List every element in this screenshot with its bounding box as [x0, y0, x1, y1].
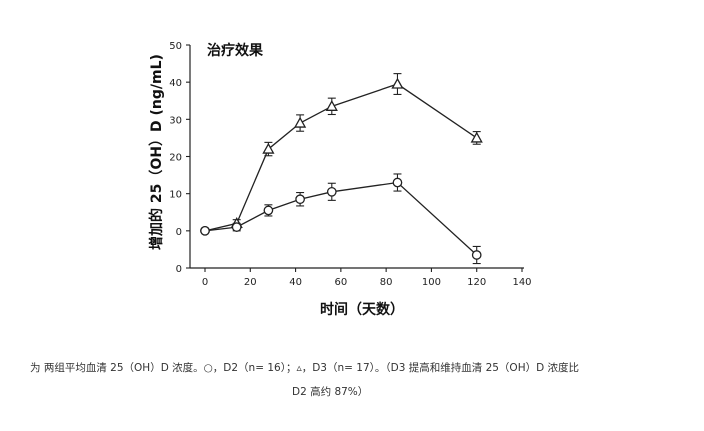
data-point-triangle [325, 99, 338, 111]
y-axis-label: 增加的 25（OH）D (ng/mL) [148, 54, 165, 250]
data-point-triangle [470, 131, 483, 143]
y-tick-label: 40 [169, 78, 182, 89]
data-point-circle [263, 205, 274, 216]
x-tick-label: 0 [202, 277, 208, 288]
x-tick-label: 60 [334, 277, 347, 288]
series-line [204, 83, 478, 232]
data-point-triangle [262, 142, 275, 154]
data-point-circle [471, 250, 482, 260]
x-tick-label: 80 [380, 277, 393, 288]
data-point-circle [392, 177, 403, 188]
x-tick-label: 40 [289, 277, 302, 288]
figure-caption-line-1: 为 两组平均血清 25（OH）D 浓度。○，D2（n= 16）；▵，D3（n= … [30, 362, 580, 374]
figure-caption-line-2: D2 高约 87%） [292, 386, 369, 398]
data-point-origin [200, 225, 210, 236]
data-point-triangle [391, 77, 404, 89]
data-point-circle [295, 194, 305, 205]
chart-series [200, 73, 483, 265]
y-tick-label: 20 [169, 153, 182, 164]
chart-title: 治疗效果 [207, 42, 264, 59]
chart: 0 0 10 20 30 40 50 0 20 40 60 80 100 120 140 治疗效果 时间（天… [148, 41, 532, 318]
series-triangle [200, 73, 483, 236]
x-tick-label: 20 [244, 277, 257, 288]
data-point-circle [326, 186, 337, 197]
y-tick-label: 50 [169, 41, 182, 52]
x-tick-label: 140 [512, 277, 531, 288]
x-axis-label: 时间（天数） [320, 301, 404, 318]
x-tick-label: 120 [467, 277, 486, 288]
series-line [204, 181, 478, 256]
chart-axes: 0 0 10 20 30 40 50 0 20 40 60 80 100 120 140 [169, 41, 531, 288]
y-tick-label: 30 [169, 115, 182, 126]
y-tick-label: 10 [169, 190, 182, 201]
data-point-circle [231, 222, 242, 232]
x-tick-label: 100 [422, 277, 441, 288]
y-tick-label: 0 [176, 264, 182, 275]
series-circle [200, 173, 482, 265]
data-point-triangle [293, 116, 307, 128]
y-tick-label: 0 [176, 227, 182, 238]
